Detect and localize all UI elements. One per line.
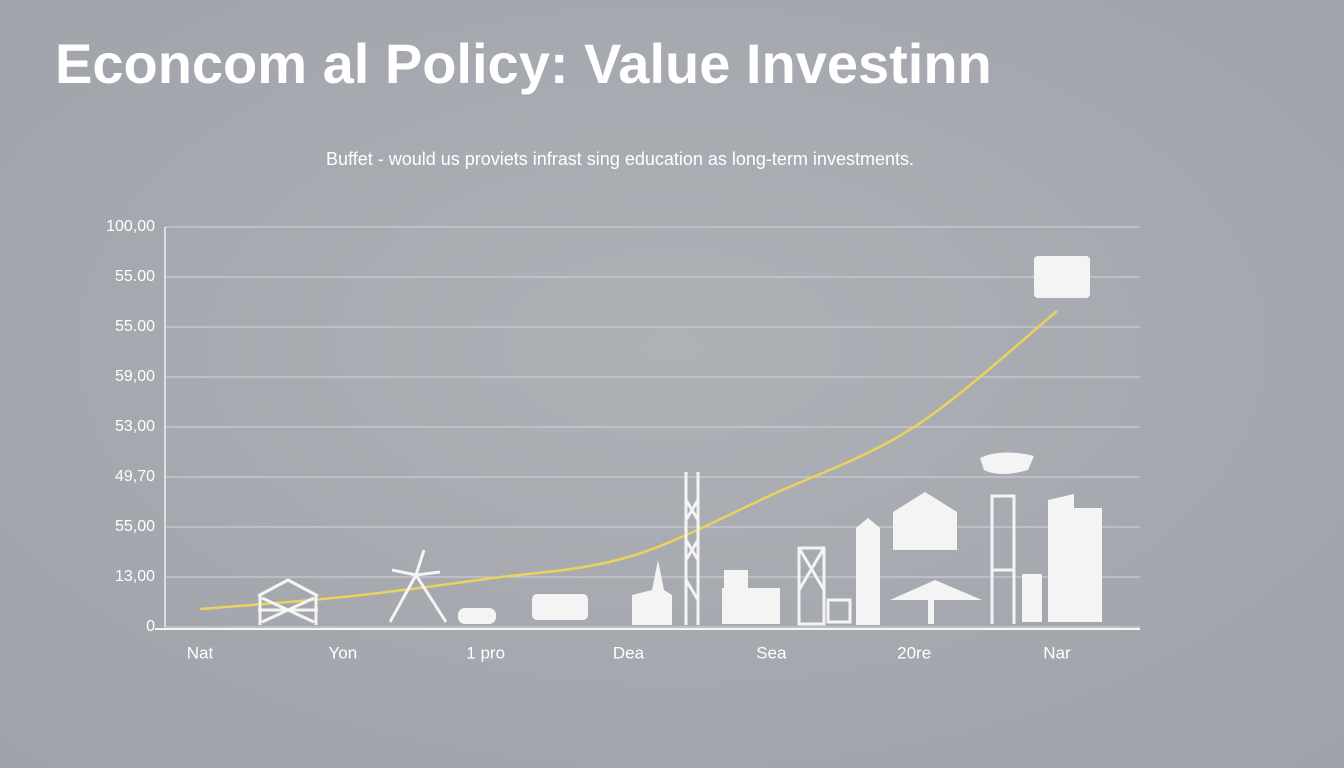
icon [722, 570, 780, 624]
icon [893, 492, 957, 550]
x-tick-label: 20re [897, 643, 931, 662]
icon [257, 578, 319, 625]
icon [532, 594, 588, 620]
y-tick-label: 49,70 [115, 468, 155, 485]
plot-area: 0 13,00 55,00 49,70 53,00 59,00 55.00 55.00 100,… [106, 218, 1140, 662]
icon [797, 546, 852, 626]
y-tick-label: 13,00 [115, 568, 155, 585]
x-tick-label: Sea [756, 643, 787, 662]
y-tick-label: 53,00 [115, 418, 155, 435]
icon [980, 452, 1034, 474]
line-series [199, 310, 1058, 611]
x-tick-label: 1 pro [466, 643, 505, 662]
y-tick-label: 0 [146, 618, 155, 635]
y-tick-label: 55,00 [115, 518, 155, 535]
y-tick-label: 55.00 [115, 318, 155, 335]
icon [458, 608, 496, 624]
icon [856, 518, 982, 625]
icon [388, 549, 448, 623]
icon [990, 494, 1102, 624]
icon [1034, 256, 1090, 298]
chart-title: Econcom al Policy: Value Investinn [55, 32, 992, 95]
chart-subtitle: Buffet - would us proviets infrast sing … [326, 149, 914, 169]
x-tick-label: Yon [328, 643, 357, 662]
x-tick-label: Nat [187, 643, 214, 662]
icons [257, 256, 1102, 626]
icon [632, 472, 700, 625]
y-tick-label: 100,00 [106, 218, 155, 235]
y-tick-label: 55.00 [115, 268, 155, 285]
x-tick-label: Dea [613, 643, 645, 662]
y-tick-label: 59,00 [115, 368, 155, 385]
x-tick-label: Nar [1043, 643, 1071, 662]
